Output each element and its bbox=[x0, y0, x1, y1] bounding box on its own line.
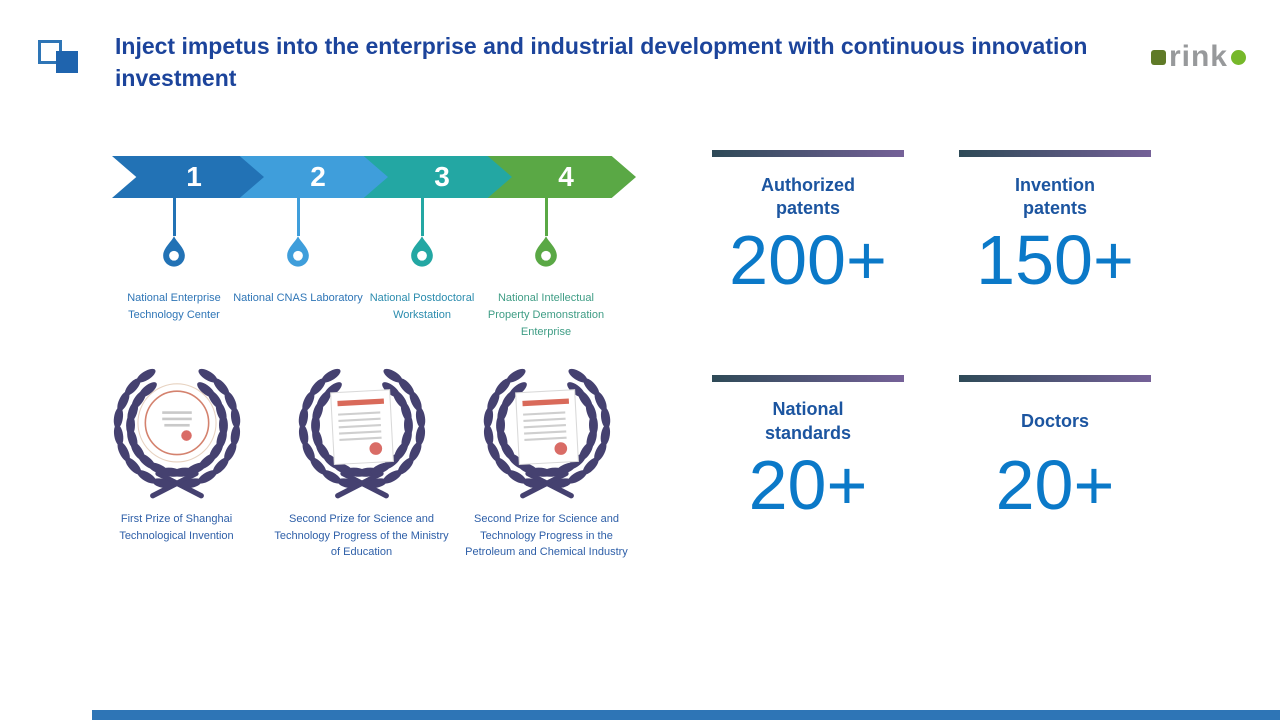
location-pin-icon bbox=[163, 236, 185, 267]
slide-logo-mark-icon bbox=[38, 38, 84, 80]
timeline-step-label: National Enterprise Technology Center bbox=[127, 292, 221, 322]
stat-value: 20+ bbox=[995, 445, 1115, 524]
timeline-step: National CNAS Laboratory bbox=[233, 198, 363, 341]
award-item: Second Prize for Science and Technology … bbox=[454, 368, 639, 561]
timeline-step: National Enterprise Technology Center bbox=[112, 198, 236, 341]
connector-line bbox=[544, 198, 548, 236]
connector-line bbox=[420, 198, 424, 236]
award-label: Second Prize for Science and Technology … bbox=[465, 513, 628, 558]
timeline-arrow-1: 1 bbox=[112, 156, 264, 198]
stat-value: 20+ bbox=[748, 445, 868, 524]
timeline-step: National Intellectual Property Demonstra… bbox=[484, 198, 608, 341]
timeline-arrow-number: 1 bbox=[186, 161, 202, 192]
stat-label: Doctors bbox=[1020, 410, 1089, 431]
stat-label: Authorized patents bbox=[761, 174, 855, 218]
milestones-timeline: 1 2 3 4 National Enterprise Technology C… bbox=[112, 156, 642, 341]
connector-line bbox=[296, 198, 300, 236]
stat-value: 150+ bbox=[976, 221, 1134, 299]
stat-card-doctors: Doctors 20+ bbox=[959, 374, 1151, 524]
timeline-steps: National Enterprise Technology Center Na… bbox=[112, 198, 642, 341]
timeline-step: National Postdoctoral Workstation bbox=[360, 198, 484, 341]
award-item: Second Prize for Science and Technology … bbox=[269, 368, 454, 561]
stat-card-invention-patents: Invention patents 150+ bbox=[959, 150, 1151, 299]
location-pin-icon bbox=[411, 236, 433, 267]
award-label: Second Prize for Science and Technology … bbox=[274, 513, 449, 558]
brand-dot-right-icon bbox=[1231, 49, 1246, 65]
brand-text: rink bbox=[1168, 40, 1228, 73]
stat-label: Invention patents bbox=[1015, 174, 1095, 218]
brand-dot-left-icon bbox=[1150, 49, 1166, 65]
stat-card-authorized-patents: Authorized patents 200+ bbox=[712, 150, 904, 299]
laurel-wreath-certificate-icon bbox=[298, 368, 425, 499]
timeline-arrow-number: 4 bbox=[558, 161, 574, 192]
laurel-wreath-certificate-icon bbox=[113, 368, 240, 499]
page-title: Inject impetus into the enterprise and i… bbox=[115, 33, 1088, 92]
award-label: First Prize of Shanghai Technological In… bbox=[119, 513, 234, 542]
timeline-arrow-number: 2 bbox=[310, 161, 326, 192]
location-pin-icon bbox=[535, 236, 557, 267]
award-item: First Prize of Shanghai Technological In… bbox=[84, 368, 269, 561]
connector-line bbox=[172, 198, 176, 236]
timeline-arrow-row: 1 2 3 4 bbox=[112, 156, 642, 198]
stat-divider-bar bbox=[712, 374, 904, 382]
stat-divider-bar bbox=[959, 150, 1151, 157]
timeline-step-label: National Intellectual Property Demonstra… bbox=[487, 292, 605, 339]
timeline-arrow-number: 3 bbox=[434, 161, 450, 192]
bottom-accent-bar bbox=[92, 710, 1280, 720]
awards-section: First Prize of Shanghai Technological In… bbox=[84, 368, 639, 561]
stats-grid: Authorized patents 200+ Invention patent… bbox=[712, 150, 1151, 524]
stat-divider-bar bbox=[959, 374, 1151, 382]
timeline-step-label: National CNAS Laboratory bbox=[233, 292, 363, 304]
stat-label: National standards bbox=[764, 399, 852, 443]
brand-logo: rink bbox=[1150, 40, 1246, 73]
logo-filled-square bbox=[56, 51, 78, 73]
stat-card-national-standards: National standards 20+ bbox=[712, 374, 904, 524]
location-pin-icon bbox=[287, 236, 309, 267]
timeline-step-label: National Postdoctoral Workstation bbox=[369, 292, 475, 322]
stat-value: 200+ bbox=[729, 221, 887, 299]
stat-divider-bar bbox=[712, 150, 904, 157]
laurel-wreath-certificate-icon bbox=[483, 368, 610, 499]
